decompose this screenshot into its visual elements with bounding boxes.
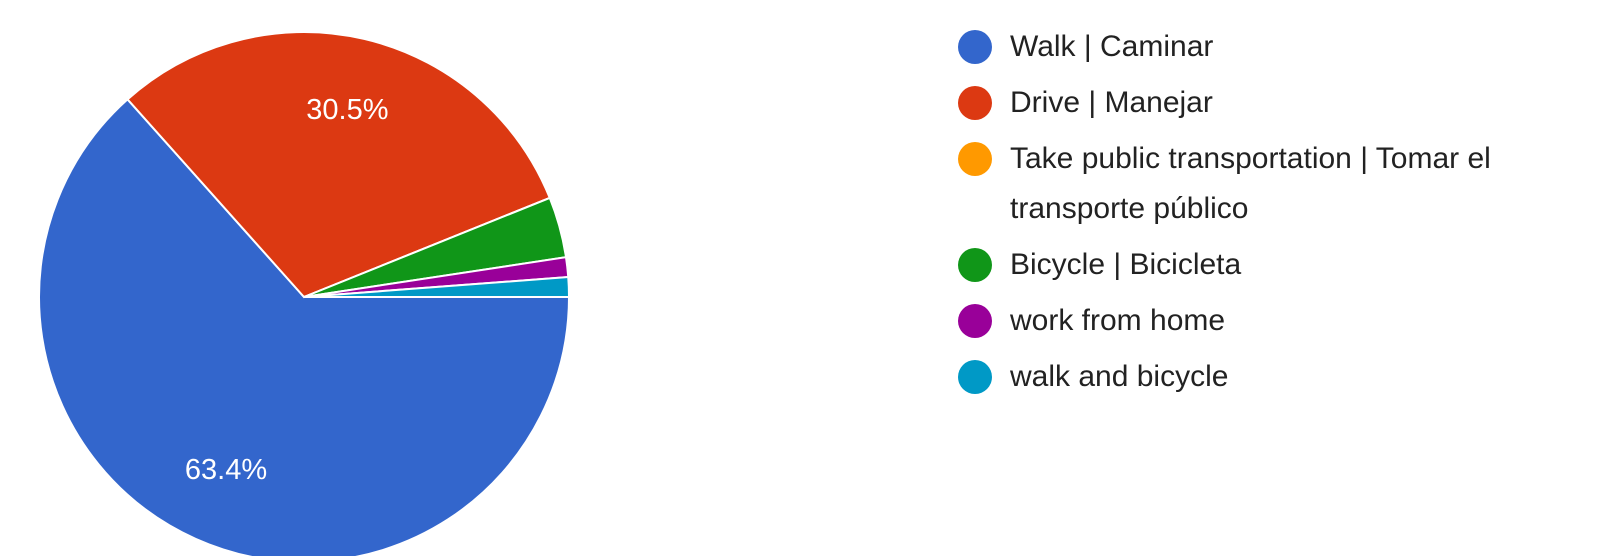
legend-item: Take public transportation | Tomar el tr…	[958, 134, 1598, 234]
legend-swatch	[958, 142, 992, 176]
legend-label: Bicycle | Bicicleta	[1010, 248, 1242, 281]
legend-label: work from home	[1010, 304, 1226, 337]
legend-swatch	[958, 86, 992, 120]
legend-swatch	[958, 248, 992, 282]
slice-label: 63.4%	[185, 454, 267, 486]
legend-item: Bicycle | Bicicleta	[958, 240, 1598, 290]
pie-slice	[38, 97, 571, 556]
legend-label: Take public transportation | Tomar el tr…	[1010, 142, 1491, 225]
pie-slice	[303, 275, 571, 298]
legend: Walk | Caminar Drive | Manejar Take public…	[958, 22, 1598, 408]
pie-slice	[126, 31, 552, 299]
legend-swatch	[958, 30, 992, 64]
chart: 63.4% 30.5%	[38, 31, 571, 556]
slice-label: 30.5%	[306, 94, 388, 126]
legend-swatch	[958, 360, 992, 394]
legend-swatch	[958, 304, 992, 338]
legend-item: Walk | Caminar	[958, 22, 1598, 72]
legend-label: Drive | Manejar	[1010, 86, 1213, 119]
legend-label: Walk | Caminar	[1010, 30, 1214, 63]
legend-label: walk and bicycle	[1010, 360, 1229, 393]
legend-item: walk and bicycle	[958, 352, 1598, 402]
legend-item: Drive | Manejar	[958, 78, 1598, 128]
legend-item: work from home	[958, 296, 1598, 346]
